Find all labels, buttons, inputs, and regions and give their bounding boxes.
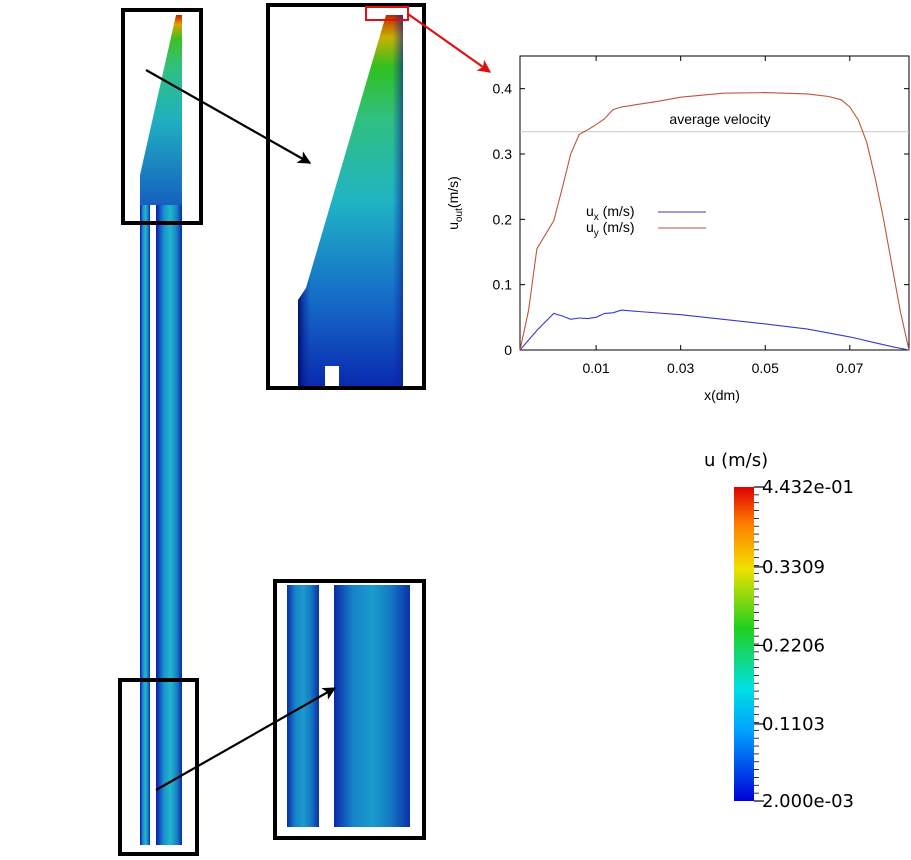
y-axis-label-main: u bbox=[445, 222, 461, 230]
colorbar-tick-label: 4.432e-01 bbox=[762, 477, 854, 498]
y-tick-label: 0.3 bbox=[493, 146, 513, 162]
series-layer bbox=[519, 92, 910, 351]
legend: ux (m/s)uy (m/s) bbox=[586, 203, 706, 239]
x-tick-label: 0.07 bbox=[836, 360, 863, 376]
colorbar-ticks: 4.432e-01 0.3309 0.2206 0.1103 2.000e-03 bbox=[754, 477, 854, 812]
top-zoom-edge-shade bbox=[298, 15, 403, 386]
outlet-highlight-box bbox=[365, 6, 409, 21]
y-tick-label: 0.4 bbox=[493, 81, 513, 97]
y-tick-label: 0 bbox=[504, 342, 512, 358]
y-axis-label-sub: out bbox=[454, 208, 465, 222]
top-zoom-frame bbox=[266, 3, 426, 390]
colorbar: u (m/s) 4.432e-01 0.3309 0.2206 0.1103 2.000… bbox=[704, 450, 854, 812]
top-zoom-arrow bbox=[145, 69, 312, 164]
y-axis-ticks: 0 0.1 0.2 0.3 0.4 bbox=[493, 81, 909, 358]
svg-text:uout(m/s): uout(m/s) bbox=[445, 176, 465, 230]
colorbar-gradient bbox=[734, 487, 754, 801]
series-line-uy bbox=[519, 92, 910, 351]
top-zoom-panel bbox=[266, 3, 426, 390]
velocity-profile-chart: average velocity 00.10.20.30.4 0.01 0.03 0… bbox=[445, 55, 910, 403]
x-tick-label: 0.03 bbox=[667, 360, 694, 376]
y-axis-label-unit: (m/s) bbox=[445, 176, 461, 208]
right-wide-channel bbox=[156, 205, 182, 845]
average-velocity-label: average velocity bbox=[669, 111, 770, 127]
top-zoom-gap bbox=[325, 366, 339, 388]
outlet-to-plot-arrow bbox=[407, 13, 492, 73]
y-tick-label: 0.1 bbox=[493, 277, 513, 293]
bottom-zoom-frame bbox=[273, 579, 426, 840]
x-axis-ticks: 0.01 0.03 0.05 0.07 bbox=[582, 56, 864, 376]
colorbar-tick-label: 0.2206 bbox=[762, 635, 825, 656]
colorbar-tick-label: 2.000e-03 bbox=[762, 791, 854, 812]
tapered-outlet-section bbox=[140, 15, 182, 205]
x-axis-label: x(dm) bbox=[704, 387, 740, 403]
y-axis-label: uout(m/s) bbox=[445, 176, 465, 230]
x-tick-label: 0.01 bbox=[582, 360, 609, 376]
legend-label-ux: ux (m/s) bbox=[586, 203, 635, 223]
left-thin-channel bbox=[140, 205, 150, 845]
bottom-zoom-panel bbox=[273, 579, 426, 840]
colorbar-tick-label: 0.1103 bbox=[762, 714, 825, 735]
colorbar-tick-label: 0.3309 bbox=[762, 557, 825, 578]
bottom-zoom-arrow bbox=[155, 687, 337, 791]
bottom-zoom-right-channel bbox=[334, 585, 410, 827]
plot-frame bbox=[519, 55, 910, 351]
legend-label-uy: uy (m/s) bbox=[586, 219, 635, 239]
top-zoom-region-box bbox=[121, 8, 203, 225]
series-line-ux bbox=[519, 309, 910, 351]
x-tick-label: 0.05 bbox=[752, 360, 779, 376]
y-tick-label: 0.2 bbox=[493, 211, 513, 227]
flow-domain bbox=[140, 15, 182, 845]
colorbar-title: u (m/s) bbox=[704, 450, 768, 471]
